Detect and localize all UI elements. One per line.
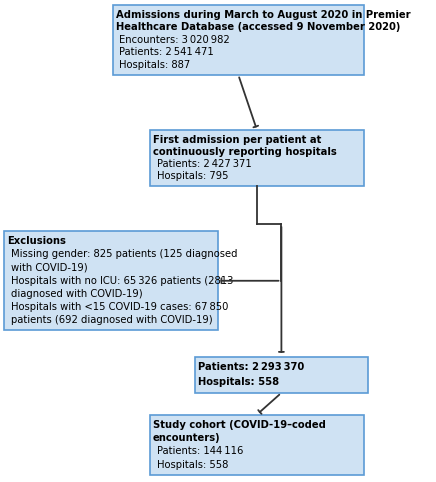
Text: Patients: 144 116: Patients: 144 116 — [157, 446, 243, 456]
Text: patients (692 diagnosed with COVID-19): patients (692 diagnosed with COVID-19) — [10, 315, 212, 325]
Text: Hospitals with <15 COVID-19 cases: 67 850: Hospitals with <15 COVID-19 cases: 67 85… — [10, 302, 228, 312]
Text: encounters): encounters) — [153, 433, 221, 443]
Text: Patients: 2 293 370: Patients: 2 293 370 — [198, 362, 304, 373]
Text: Admissions during March to August 2020 in Premier: Admissions during March to August 2020 i… — [116, 10, 410, 19]
FancyBboxPatch shape — [195, 357, 368, 393]
Text: Hospitals: 558: Hospitals: 558 — [157, 460, 228, 469]
Text: Patients: 2 427 371: Patients: 2 427 371 — [157, 159, 252, 169]
Text: Encounters: 3 020 982: Encounters: 3 020 982 — [119, 35, 230, 45]
Text: continuously reporting hospitals: continuously reporting hospitals — [153, 147, 337, 157]
Text: Hospitals: 795: Hospitals: 795 — [157, 171, 228, 181]
Text: Hospitals: 558: Hospitals: 558 — [198, 377, 279, 387]
Text: Study cohort (COVID-19–coded: Study cohort (COVID-19–coded — [153, 420, 326, 429]
FancyBboxPatch shape — [4, 231, 218, 330]
Text: Patients: 2 541 471: Patients: 2 541 471 — [119, 47, 214, 57]
Text: Exclusions: Exclusions — [7, 236, 66, 246]
FancyBboxPatch shape — [150, 130, 364, 186]
Text: Missing gender: 825 patients (125 diagnosed: Missing gender: 825 patients (125 diagno… — [10, 250, 237, 259]
FancyBboxPatch shape — [112, 5, 364, 75]
Text: diagnosed with COVID-19): diagnosed with COVID-19) — [10, 289, 142, 299]
Text: Healthcare Database (accessed 9 November 2020): Healthcare Database (accessed 9 November… — [116, 22, 400, 32]
Text: Hospitals: 887: Hospitals: 887 — [119, 60, 191, 70]
FancyBboxPatch shape — [150, 415, 364, 475]
Text: First admission per patient at: First admission per patient at — [153, 134, 321, 145]
Text: with COVID-19): with COVID-19) — [10, 263, 87, 273]
Text: Hospitals with no ICU: 65 326 patients (2813: Hospitals with no ICU: 65 326 patients (… — [10, 276, 233, 286]
